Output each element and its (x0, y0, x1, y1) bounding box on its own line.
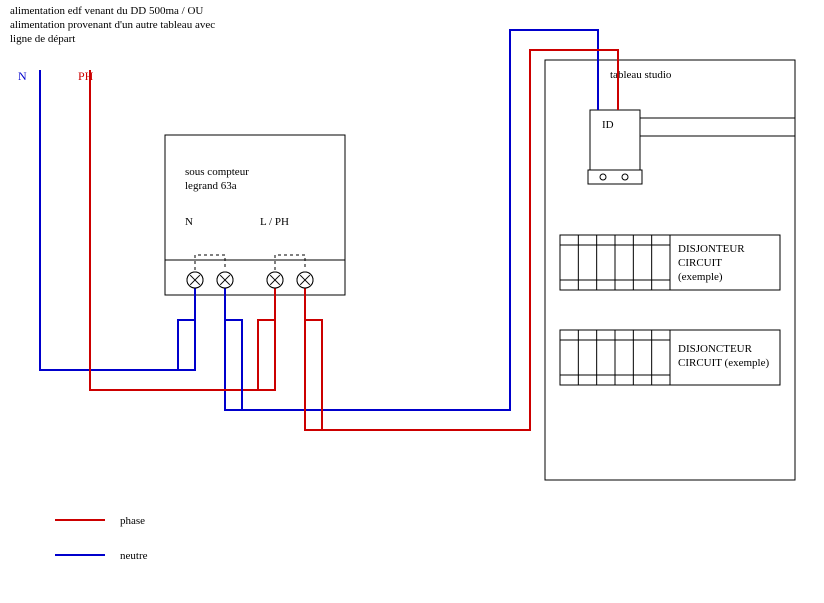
breaker-label: DISJONTEUR (678, 243, 745, 255)
terminal-label-lph: L / PH (260, 216, 289, 228)
wiring-diagram: alimentation edf venant du DD 500ma / OU… (0, 0, 824, 603)
breaker-label: (exemple) (678, 271, 723, 283)
terminal-label-n: N (185, 216, 193, 228)
header-line: alimentation provenant d'un autre tablea… (10, 19, 215, 31)
input-label-n: N (18, 69, 27, 83)
sous-compteur-title: sous compteur (185, 166, 249, 178)
sous-compteur-title: legrand 63a (185, 180, 237, 192)
breaker-label: CIRCUIT (exemple) (678, 357, 769, 369)
tableau-title: tableau studio (610, 69, 672, 81)
legend-neutral-label: neutre (120, 550, 148, 562)
id-label: ID (602, 119, 614, 131)
legend-phase-label: phase (120, 515, 145, 527)
breaker-label: CIRCUIT (678, 257, 722, 269)
header-line: alimentation edf venant du DD 500ma / OU (10, 5, 203, 17)
sous-compteur-box (165, 135, 345, 295)
header-line: ligne de départ (10, 33, 75, 45)
input-label-ph: PH (78, 69, 94, 83)
breaker-label: DISJONCTEUR (678, 343, 753, 355)
